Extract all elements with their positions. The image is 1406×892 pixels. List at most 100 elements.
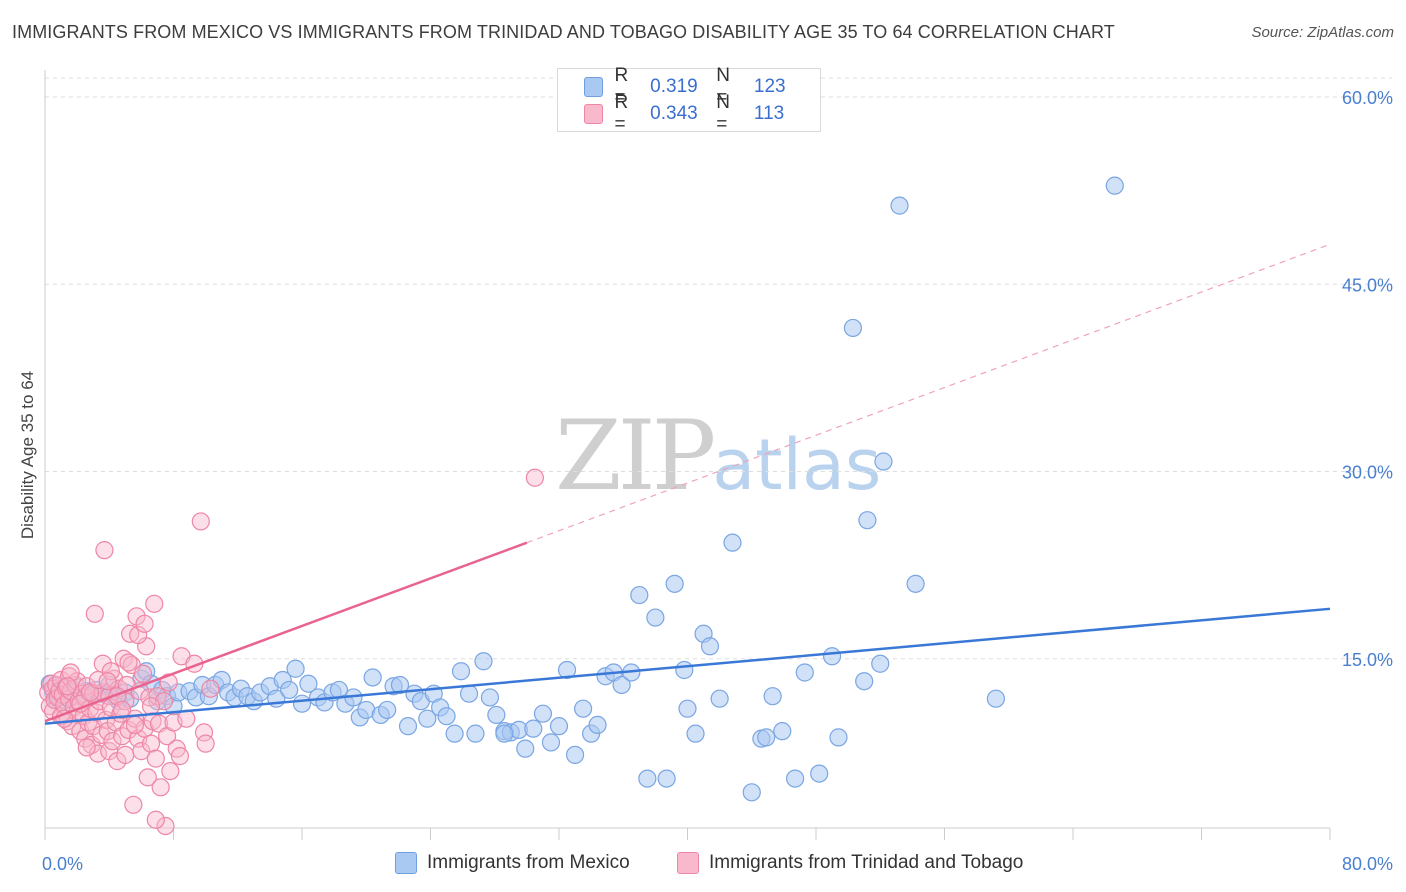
point-mexico — [657, 769, 676, 788]
point-mexico — [810, 764, 829, 783]
point-trinidad — [125, 715, 145, 735]
point-mexico — [495, 724, 514, 743]
point-trinidad — [135, 614, 154, 633]
point-mexico — [855, 672, 874, 691]
point-trinidad — [103, 732, 122, 751]
y-axis-title: Disability Age 35 to 64 — [18, 370, 37, 540]
point-mexico — [549, 717, 569, 736]
point-mexico — [418, 709, 437, 728]
point-mexico — [742, 783, 761, 802]
bottom-legend-swatch-mexico — [395, 852, 417, 874]
point-mexico — [573, 699, 593, 718]
point-mexico — [378, 700, 397, 720]
point-trinidad — [88, 744, 108, 763]
point-mexico — [686, 724, 705, 743]
watermark-zip: ZIP — [555, 400, 716, 512]
point-mexico — [786, 769, 805, 788]
point-mexico — [638, 769, 657, 788]
point-trinidad — [156, 816, 175, 836]
point-mexico — [723, 533, 742, 552]
legend-swatch-mexico — [584, 77, 603, 97]
point-mexico — [451, 662, 471, 681]
point-mexico — [795, 663, 814, 682]
point-mexico — [986, 689, 1006, 708]
legend: R = 0.319 N = 123 R = 0.343 N = 113 — [557, 65, 821, 135]
point-trinidad — [146, 810, 165, 829]
point-mexico — [466, 724, 485, 743]
point-mexico — [646, 608, 665, 627]
point-mexico — [906, 574, 925, 593]
y-tick-label: 60.0% — [1342, 88, 1393, 108]
y-tick-label: 45.0% — [1342, 275, 1393, 295]
bottom-legend-label-mexico: Immigrants from Mexico — [427, 852, 630, 873]
point-mexico — [445, 724, 464, 743]
trend-extension-trinidad — [526, 243, 1331, 544]
point-mexico — [612, 675, 631, 695]
point-mexico — [533, 704, 553, 723]
point-trinidad — [124, 795, 143, 814]
point-mexico — [398, 717, 418, 736]
point-mexico — [710, 689, 729, 708]
point-mexico — [588, 715, 607, 735]
y-tick-label: 15.0% — [1342, 650, 1393, 670]
point-mexico — [757, 728, 776, 747]
point-mexico — [858, 511, 877, 530]
point-mexico — [292, 694, 312, 713]
point-mexico — [480, 688, 500, 707]
source-label: Source: ZipAtlas.com — [1251, 24, 1394, 41]
point-trinidad — [201, 679, 220, 698]
point-trinidad — [146, 749, 165, 768]
legend-row-mexico: R = 0.319 N = 123 — [558, 65, 820, 108]
trend-line-trinidad — [44, 541, 528, 723]
point-trinidad — [101, 662, 120, 681]
point-mexico — [763, 687, 782, 706]
point-mexico — [678, 699, 697, 718]
point-mexico — [299, 674, 318, 693]
x-tick-label: 80.0% — [1342, 854, 1393, 874]
trend-line-mexico — [44, 607, 1331, 725]
point-trinidad — [151, 778, 170, 797]
bottom-legend-mexico: Immigrants from Mexico — [395, 852, 630, 874]
legend-r-label: R = — [614, 92, 629, 135]
point-trinidad — [77, 738, 96, 757]
legend-r-label: R = — [614, 65, 629, 108]
point-mexico — [557, 660, 577, 680]
legend-n-value: 123 — [753, 76, 786, 97]
point-mexico — [1105, 176, 1124, 195]
point-trinidad — [87, 703, 106, 722]
point-mexico — [286, 659, 305, 678]
bottom-legend-label-trinidad: Immigrants from Trinidad and Tobago — [709, 852, 1024, 873]
point-trinidad — [194, 723, 214, 742]
legend-r-value: 0.319 — [650, 76, 698, 97]
point-mexico — [474, 652, 493, 671]
point-trinidad — [141, 697, 161, 716]
point-trinidad — [129, 625, 148, 645]
legend-row-trinidad: R = 0.343 N = 113 — [558, 92, 820, 135]
legend-n-label: N = — [716, 92, 730, 135]
point-mexico — [487, 705, 506, 725]
point-mexico — [700, 637, 720, 656]
point-mexico — [459, 684, 479, 703]
point-mexico — [890, 196, 909, 215]
point-trinidad — [98, 672, 117, 691]
y-tick-label: 30.0% — [1342, 463, 1393, 483]
point-trinidad — [145, 594, 164, 613]
point-trinidad — [525, 468, 545, 487]
point-trinidad — [196, 734, 215, 753]
chart-title: IMMIGRANTS FROM MEXICO VS IMMIGRANTS FRO… — [12, 22, 1115, 42]
point-mexico — [843, 318, 863, 338]
point-mexico — [541, 733, 561, 752]
legend-swatch-trinidad — [584, 104, 603, 124]
point-mexico — [363, 668, 382, 687]
bottom-legend-swatch-trinidad — [677, 852, 699, 874]
legend-r-value: 0.343 — [650, 103, 698, 124]
point-trinidad — [170, 747, 190, 766]
x-tick-label: 0.0% — [42, 854, 83, 874]
point-mexico — [390, 675, 410, 695]
point-mexico — [630, 585, 649, 605]
point-trinidad — [61, 663, 80, 682]
bottom-legend-trinidad: Immigrants from Trinidad and Tobago — [677, 852, 1023, 874]
point-mexico — [675, 660, 694, 680]
point-trinidad — [141, 734, 161, 753]
